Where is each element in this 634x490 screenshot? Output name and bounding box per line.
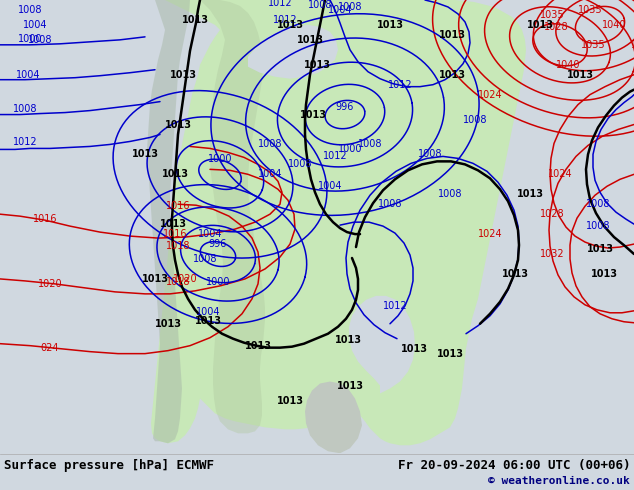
Text: 1018: 1018 <box>165 277 190 287</box>
Text: 1008: 1008 <box>18 5 42 15</box>
Text: 1035: 1035 <box>581 40 605 50</box>
Text: 1013: 1013 <box>131 149 158 159</box>
Text: 1008: 1008 <box>418 149 443 159</box>
Text: 1013: 1013 <box>586 244 614 254</box>
Text: 1013: 1013 <box>297 35 323 45</box>
Text: 996: 996 <box>209 239 227 249</box>
Text: 1013: 1013 <box>526 20 553 30</box>
Text: 1013: 1013 <box>164 120 191 129</box>
Text: 1000: 1000 <box>338 145 362 154</box>
Text: 1008: 1008 <box>463 115 488 124</box>
Text: 1008: 1008 <box>378 199 402 209</box>
Text: 1013: 1013 <box>195 316 221 326</box>
Polygon shape <box>349 296 415 393</box>
Text: 1016: 1016 <box>33 214 57 224</box>
Text: 1040: 1040 <box>556 60 580 70</box>
Text: 1028: 1028 <box>540 209 564 219</box>
Text: 1013: 1013 <box>162 170 188 179</box>
Text: 1013: 1013 <box>155 319 181 329</box>
Text: 996: 996 <box>336 101 354 112</box>
Text: 1008: 1008 <box>586 221 611 231</box>
Text: 1013: 1013 <box>299 110 327 120</box>
Polygon shape <box>305 382 362 453</box>
Text: 1024: 1024 <box>477 90 502 99</box>
Text: 1012: 1012 <box>268 0 292 8</box>
Text: 1013: 1013 <box>377 20 403 30</box>
Text: 1008: 1008 <box>358 140 382 149</box>
Text: 1008: 1008 <box>338 2 362 12</box>
Text: 1012: 1012 <box>273 15 297 25</box>
Text: 024: 024 <box>41 343 59 353</box>
Text: 1004: 1004 <box>198 229 223 239</box>
Text: 1013: 1013 <box>181 15 209 25</box>
Text: 1040: 1040 <box>602 20 626 30</box>
Text: 1016: 1016 <box>165 201 190 211</box>
Text: 1012: 1012 <box>13 138 37 147</box>
Polygon shape <box>200 0 265 433</box>
Text: 1008: 1008 <box>288 159 313 170</box>
Text: 1008: 1008 <box>13 103 37 114</box>
Text: © weatheronline.co.uk: © weatheronline.co.uk <box>488 476 630 486</box>
Text: 1013: 1013 <box>439 30 465 40</box>
Text: 1013: 1013 <box>567 70 593 80</box>
Text: 1013: 1013 <box>276 396 304 406</box>
Text: 1008: 1008 <box>307 0 332 10</box>
Text: 1035: 1035 <box>540 10 564 20</box>
Text: 1013: 1013 <box>401 343 427 354</box>
Text: 1004: 1004 <box>318 181 342 191</box>
Text: 1004: 1004 <box>258 170 282 179</box>
Text: 1013: 1013 <box>169 70 197 80</box>
Text: 1013: 1013 <box>304 60 330 70</box>
Text: 1000: 1000 <box>208 154 232 164</box>
Text: 1008: 1008 <box>28 35 52 45</box>
Text: 1013: 1013 <box>517 189 543 199</box>
Text: 1008: 1008 <box>437 189 462 199</box>
Text: 1012: 1012 <box>387 80 412 90</box>
Text: 1024: 1024 <box>477 229 502 239</box>
Text: 1032: 1032 <box>540 249 564 259</box>
Text: 1020: 1020 <box>37 279 62 289</box>
Polygon shape <box>248 25 338 79</box>
Text: 1020: 1020 <box>172 274 197 284</box>
Text: 1000: 1000 <box>206 277 230 287</box>
Text: 1028: 1028 <box>544 22 568 32</box>
Text: 1013: 1013 <box>335 335 361 344</box>
Text: 1012: 1012 <box>323 151 347 161</box>
Text: 1013: 1013 <box>141 274 169 284</box>
Polygon shape <box>147 0 190 443</box>
Text: 1018: 1018 <box>165 241 190 251</box>
Text: 1024: 1024 <box>548 170 573 179</box>
Text: 1008: 1008 <box>193 254 217 264</box>
Text: 1004: 1004 <box>23 20 48 30</box>
Polygon shape <box>151 0 526 445</box>
Text: 1016: 1016 <box>163 229 187 239</box>
Text: 1008: 1008 <box>258 140 282 149</box>
Text: 1013: 1013 <box>590 269 618 279</box>
Text: 1013: 1013 <box>436 348 463 359</box>
Text: 1013: 1013 <box>276 20 304 30</box>
Text: 1004: 1004 <box>328 5 353 15</box>
Text: Surface pressure [hPa] ECMWF: Surface pressure [hPa] ECMWF <box>4 459 214 472</box>
Text: 1028: 1028 <box>631 40 634 50</box>
Text: 1013: 1013 <box>245 341 271 351</box>
Text: Fr 20-09-2024 06:00 UTC (00+06): Fr 20-09-2024 06:00 UTC (00+06) <box>398 459 630 472</box>
Text: 1008: 1008 <box>586 199 611 209</box>
Text: 1004: 1004 <box>16 70 40 80</box>
Text: 1035: 1035 <box>578 5 602 15</box>
Text: 1012: 1012 <box>383 301 407 311</box>
Text: 1013: 1013 <box>337 381 363 391</box>
Text: 1004: 1004 <box>196 307 220 317</box>
Text: 1000: 1000 <box>18 34 42 44</box>
Text: 1013: 1013 <box>160 219 186 229</box>
Text: 1013: 1013 <box>501 269 529 279</box>
Text: 1013: 1013 <box>439 70 465 80</box>
